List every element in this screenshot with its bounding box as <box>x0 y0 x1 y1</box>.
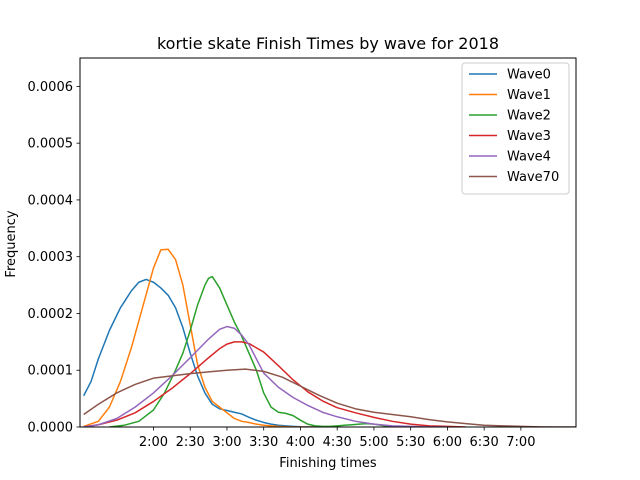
legend: Wave0 Wave1 Wave2 Wave3 Wave4 Wave70 <box>461 62 570 195</box>
plot-frame <box>79 57 577 428</box>
legend-label: Wave0 <box>507 68 551 83</box>
x-tick-label: 4:30 <box>323 435 352 450</box>
legend-box <box>461 62 570 195</box>
y-tick-label: 0.0004 <box>28 193 74 208</box>
y-tick-label: 0.0003 <box>28 250 74 265</box>
x-tick-label: 7:00 <box>506 435 535 450</box>
series-line-wave70 <box>83 368 576 427</box>
series-lines <box>83 248 576 427</box>
series-line-wave1 <box>83 248 319 427</box>
series-line-wave2 <box>109 275 411 427</box>
x-tick-label: 2:00 <box>139 435 168 450</box>
legend-label: Wave70 <box>507 170 559 185</box>
y-tick-label: 0.0000 <box>28 421 74 436</box>
legend-label: Wave3 <box>507 129 551 144</box>
x-tick-label: 3:30 <box>249 435 278 450</box>
x-tick-label: 5:30 <box>396 435 425 450</box>
y-tick-label: 0.0006 <box>28 80 74 95</box>
y-tick-label: 0.0005 <box>28 137 74 152</box>
x-tick-label: 4:00 <box>286 435 315 450</box>
series-line-wave0 <box>83 278 338 427</box>
chart-title: kortie skate Finish Times by wave for 20… <box>157 34 499 53</box>
legend-label: Wave1 <box>507 88 551 103</box>
y-tick-label: 0.0002 <box>28 307 74 322</box>
y-axis-label: Frequency <box>4 210 19 277</box>
series-line-wave3 <box>83 341 466 427</box>
y-tick-label: 0.0001 <box>28 364 74 379</box>
x-tick-label: 3:00 <box>212 435 241 450</box>
x-axis-label: Finishing times <box>279 456 377 471</box>
x-tick-label: 6:30 <box>470 435 499 450</box>
x-tick-label: 6:00 <box>433 435 462 450</box>
legend-label: Wave4 <box>507 150 551 165</box>
legend-label: Wave2 <box>507 109 551 124</box>
x-tick-label: 2:30 <box>176 435 205 450</box>
series-line-wave4 <box>83 325 448 427</box>
x-tick-label: 5:00 <box>359 435 388 450</box>
